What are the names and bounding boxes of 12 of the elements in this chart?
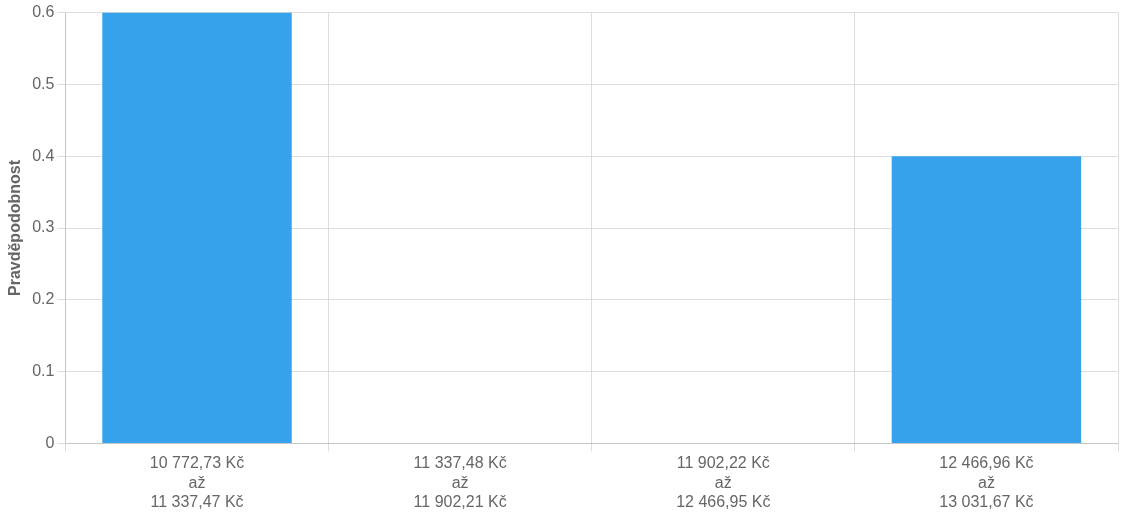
y-tick-label: 0 [45,433,55,451]
y-tick-label: 0.3 [32,218,55,236]
y-tick-label: 0.4 [32,146,55,164]
y-tick-label: 0.2 [32,290,55,308]
y-tick-label: 0.1 [32,362,55,380]
y-tick-label: 0.6 [32,3,55,21]
x-tick-label: 10 772,73 Kč až 11 337,47 Kč [149,454,245,510]
x-tick-label: 11 337,48 Kč až 11 902,21 Kč [413,454,507,510]
x-tick-label: 12 466,96 Kč až 13 031,67 Kč [939,454,1034,510]
y-tick-label: 0.5 [32,74,55,92]
x-tick-label: 11 902,22 Kč až 12 466,95 Kč [676,454,771,510]
y-axis-title: Pravděpodobnost [6,159,24,297]
